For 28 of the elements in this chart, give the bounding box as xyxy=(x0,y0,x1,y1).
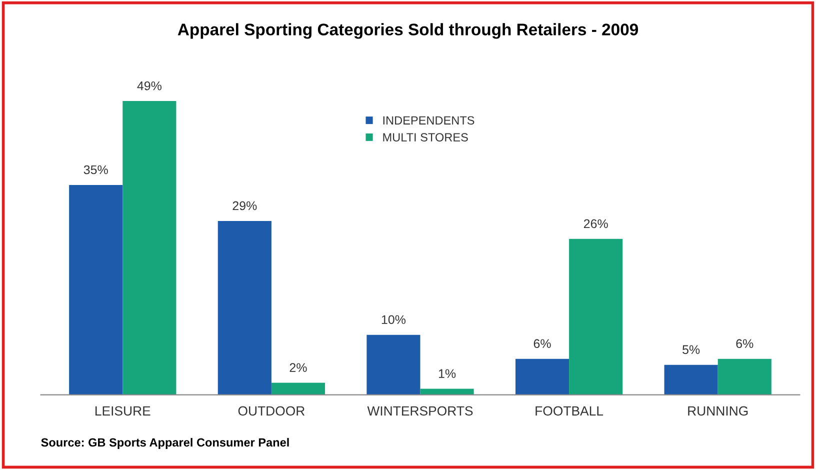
data-label: 49% xyxy=(137,81,162,90)
data-label: 29% xyxy=(232,201,257,210)
bar xyxy=(271,382,326,395)
bar xyxy=(718,358,772,395)
data-label: 6% xyxy=(534,339,551,348)
x-tick-label: RUNNING xyxy=(688,406,748,416)
x-tick-label: LEISURE xyxy=(95,406,150,416)
data-label: 2% xyxy=(290,363,307,372)
legend-label: INDEPENDENTS xyxy=(383,116,474,125)
data-label: 5% xyxy=(682,345,700,354)
data-label: 1% xyxy=(438,369,456,378)
x-tick-label: WINTERSPORTS xyxy=(367,406,473,416)
data-label: 26% xyxy=(584,219,608,228)
data-label: 10% xyxy=(382,315,406,324)
bar xyxy=(366,334,420,395)
bar xyxy=(69,184,123,395)
x-tick-label: FOOTBALL xyxy=(536,406,604,416)
bar xyxy=(218,220,272,395)
legend-label: MULTI STORES xyxy=(383,133,468,142)
data-label: 6% xyxy=(736,339,754,348)
source-note: Source: GB Sports Apparel Consumer Panel xyxy=(41,438,289,449)
bar xyxy=(515,358,570,395)
x-tick-label: OUTDOOR xyxy=(238,406,305,416)
data-label: 35% xyxy=(84,165,108,174)
bar xyxy=(569,238,623,395)
bar xyxy=(122,101,176,395)
chart-title: Apparel Sporting Categories Sold through Retailers - 2009 xyxy=(178,23,638,39)
bar xyxy=(664,364,718,395)
